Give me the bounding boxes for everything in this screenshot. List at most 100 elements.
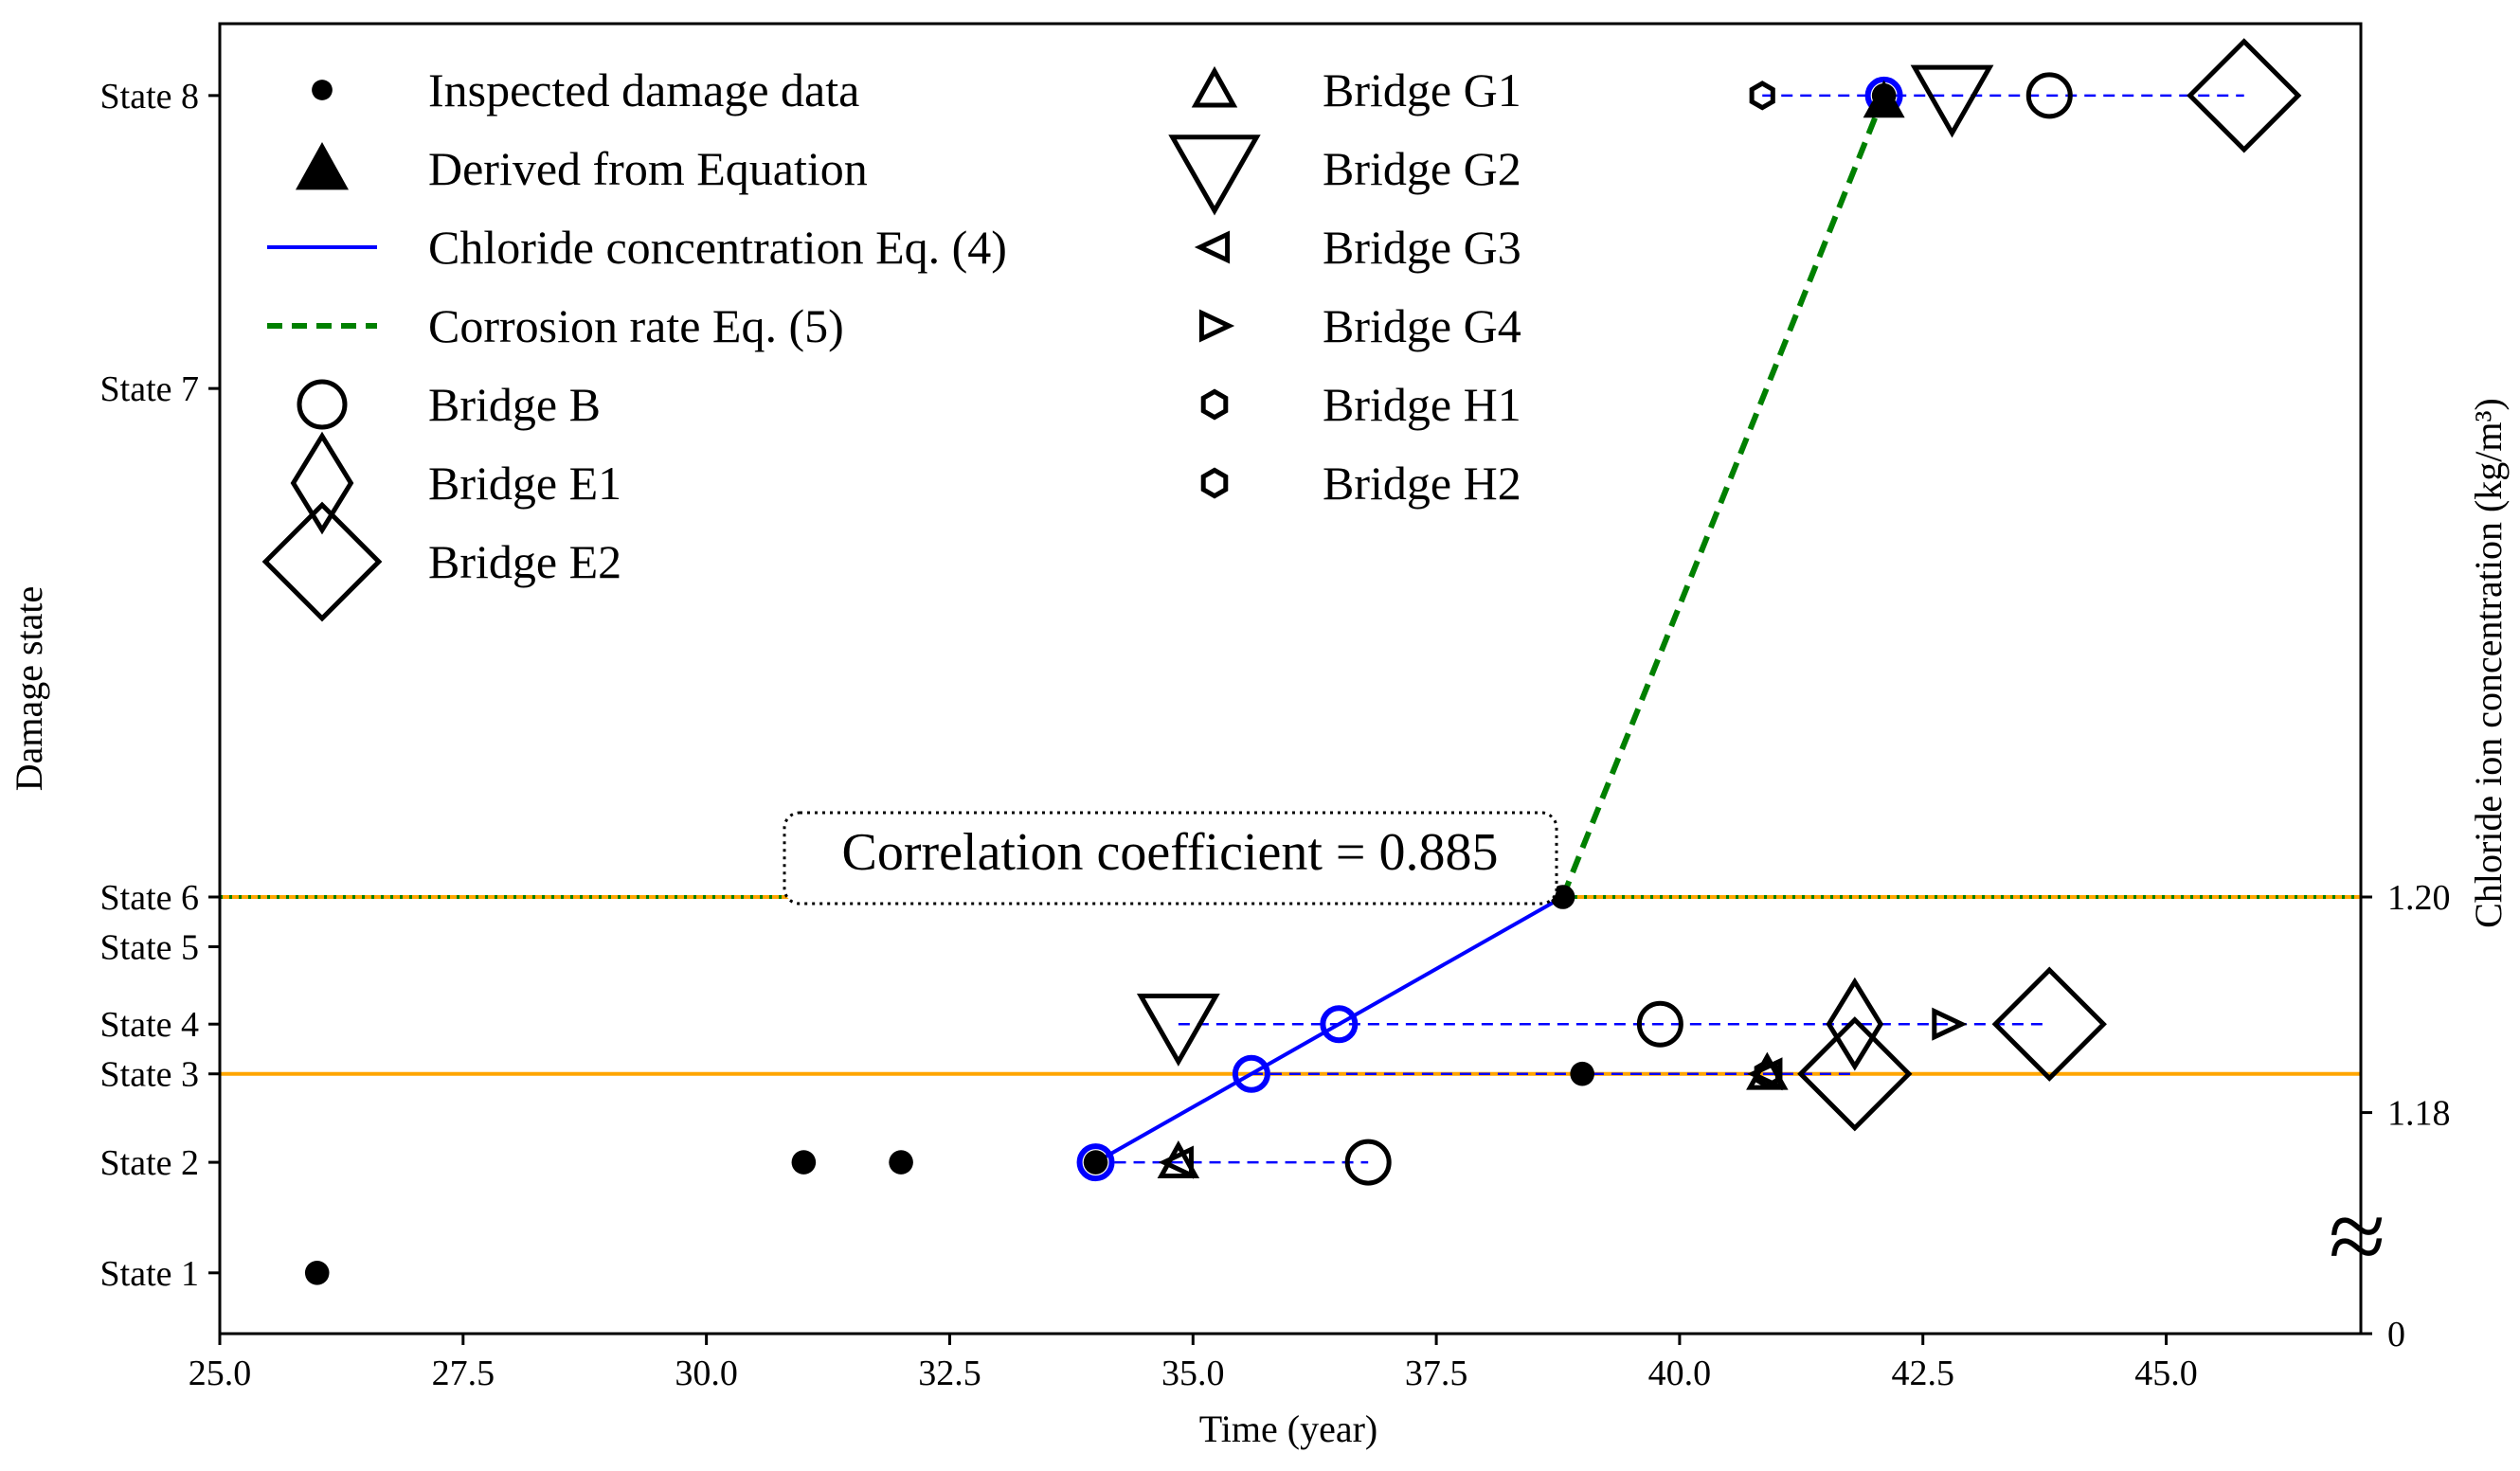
point-bridge-g2-1 [1910, 64, 1994, 138]
point-bridge-b-0 [1344, 1139, 1392, 1186]
y-tick-label-6: State 7 [100, 369, 199, 409]
legend-marker-1 [296, 142, 349, 190]
x-tick-label-0: 25.0 [189, 1354, 252, 1393]
blue-circle-2 [1320, 1005, 1359, 1044]
legend-label-0: Inspected damage data [428, 63, 859, 117]
y-tick-label-5: State 6 [100, 878, 199, 918]
point-bridge-h1-1 [1749, 81, 1775, 111]
point-inspected-damage-data-0 [304, 1261, 330, 1285]
legend2-label-3: Bridge G4 [1323, 299, 1521, 352]
correlation-box [783, 811, 1558, 906]
point-bridge-g3-0-shape [1158, 1145, 1194, 1179]
point-bridge-b-0-shape [1344, 1139, 1392, 1186]
legend-marker-4 [297, 379, 348, 430]
point-bridge-h1-1-shape [1749, 81, 1775, 111]
point-bridge-h2-0 [1754, 1059, 1780, 1089]
legend-marker-0 [312, 80, 333, 100]
legend2-marker-1-shape [1168, 135, 1261, 216]
point-inspected-damage-data-1-shape [791, 1150, 817, 1175]
point-bridge-h2-0-shape [1754, 1059, 1780, 1089]
point-bridge-e2-0-shape [1797, 1016, 1913, 1132]
point-bridge-b-2 [2025, 72, 2073, 119]
legend2-marker-5 [1200, 467, 1229, 499]
right-tick-label-1: 1.18 [2387, 1094, 2451, 1134]
point-inspected-damage-data-0-shape [304, 1261, 330, 1285]
correlation-annotation: Correlation coefficient = 0.885 [783, 811, 1558, 906]
legend2-label-5: Bridge H2 [1323, 457, 1521, 510]
point-bridge-e2-1-shape [1991, 966, 2107, 1082]
correlation-text: Correlation coefficient = 0.885 [842, 823, 1499, 882]
legend-label-2: Chloride concentration Eq. (4) [428, 221, 1007, 274]
legend-marker-4-shape [297, 379, 348, 430]
y-tick-label-1: State 2 [100, 1143, 199, 1183]
legend-marker-5 [290, 431, 354, 535]
legend-label-1: Derived from Equation [428, 142, 868, 195]
legend2-marker-5-shape [1200, 467, 1229, 499]
plot-frame [218, 22, 2363, 1336]
point-bridge-e2-1 [1991, 966, 2107, 1082]
x-tick-label-8: 45.0 [2134, 1354, 2198, 1393]
x-tick-label-3: 32.5 [918, 1354, 981, 1393]
point-bridge-e2-2 [2187, 38, 2302, 153]
point-bridge-e1-0-shape [1826, 977, 1884, 1071]
y-tick-label-0: State 1 [100, 1254, 199, 1294]
legend-marker-6 [261, 501, 383, 622]
point-bridge-b-1-shape [1636, 1000, 1683, 1048]
legend2-label-4: Bridge H1 [1323, 378, 1521, 431]
legend2-marker-4 [1200, 388, 1229, 421]
blue-circle-0 [1076, 1143, 1115, 1182]
point-bridge-b-1 [1636, 1000, 1683, 1048]
y-axis-label: Damage state [8, 586, 50, 792]
point-bridge-g4-0-shape [1932, 1007, 1968, 1041]
right-tick-label-0: 0 [2387, 1315, 2405, 1354]
legend2-label-1: Bridge G2 [1323, 142, 1521, 195]
point-inspected-damage-data-5-shape [1570, 1061, 1594, 1086]
legend-marker-1-shape [296, 142, 349, 190]
point-bridge-g3-0 [1158, 1145, 1194, 1179]
point-derived-from-equation-0 [1863, 80, 1905, 118]
legend2-marker-3 [1198, 309, 1235, 343]
legend-label-6: Bridge E2 [428, 535, 621, 588]
legend2-label-2: Bridge G3 [1323, 221, 1521, 274]
y-tick-label-3: State 4 [100, 1005, 199, 1045]
legend2-marker-3-shape [1198, 309, 1235, 343]
x-tick-label-4: 35.0 [1161, 1354, 1225, 1393]
point-bridge-g4-0 [1932, 1007, 1968, 1041]
point-bridge-g3-1-shape [1747, 1057, 1783, 1091]
point-bridge-e2-2-shape [2187, 38, 2302, 153]
point-inspected-damage-data-2 [889, 1150, 913, 1175]
right-tick-label-2: 1.20 [2387, 878, 2451, 918]
x-tick-label-1: 27.5 [432, 1354, 495, 1393]
legend-marker-5-shape [290, 431, 354, 535]
legend2-marker-1 [1168, 135, 1261, 216]
point-bridge-b-2-shape [2025, 72, 2073, 119]
point-bridge-g2-0-shape [1136, 994, 1220, 1067]
legend2-marker-2-shape [1194, 230, 1231, 264]
point-inspected-damage-data-3 [1083, 1150, 1108, 1175]
right-axis-label: Chloride ion concentration (kg/m³) [2467, 398, 2510, 928]
series-line-corrosion-rate-eq-5- [1559, 94, 1887, 899]
legend-marker-6-shape [261, 501, 383, 622]
x-axis-label: Time (year) [1199, 1408, 1377, 1450]
legend2-marker-4-shape [1200, 388, 1229, 421]
x-tick-label-7: 42.5 [1891, 1354, 1954, 1393]
legend-marker-0-shape [312, 80, 333, 100]
point-bridge-g2-1-shape [1910, 64, 1994, 138]
axis-break-symbol: ≈ [2329, 1178, 2385, 1294]
legend2-marker-2 [1194, 230, 1231, 264]
legend-label-3: Corrosion rate Eq. (5) [428, 299, 844, 352]
point-inspected-damage-data-5 [1570, 1061, 1594, 1086]
axes-layer: 25.0 27.5 30.0 32.5 35.0 37.5 40.0 42.5 45.0 Stat… [100, 22, 2451, 1393]
point-bridge-e1-0 [1826, 977, 1884, 1071]
y-tick-label-4: State 5 [100, 928, 199, 968]
legend-label-4: Bridge B [428, 378, 601, 431]
point-inspected-damage-data-3-shape [1083, 1150, 1108, 1175]
point-bridge-g2-0 [1136, 994, 1220, 1067]
point-derived-from-equation-0-shape [1863, 80, 1905, 118]
legend2-label-0: Bridge G1 [1323, 63, 1521, 117]
legend-label-5: Bridge E1 [428, 457, 621, 510]
point-bridge-e2-0 [1797, 1016, 1913, 1132]
y-tick-label-7: State 8 [100, 77, 199, 117]
legend2-marker-0 [1191, 65, 1238, 108]
